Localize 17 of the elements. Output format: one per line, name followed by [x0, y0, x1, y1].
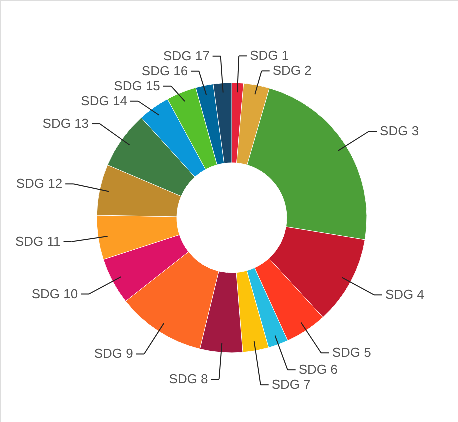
slice-label: SDG 10 [32, 286, 78, 302]
slice-label: SDG 12 [16, 176, 63, 192]
slice-label: SDG 1 [250, 48, 290, 64]
slice-label: SDG 8 [169, 372, 208, 386]
slice-label: SDG 7 [272, 377, 311, 392]
slice-label: SDG 6 [298, 362, 338, 378]
slice-label: SDG 9 [94, 346, 134, 362]
slice-label: SDG 17 [164, 48, 210, 64]
slice-label: SDG 13 [42, 116, 90, 132]
slice-label: SDG 11 [15, 234, 61, 249]
slice-label: SDG 4 [385, 287, 424, 302]
slice-label: SDG 15 [114, 78, 160, 94]
slice-label: SDG 2 [272, 63, 312, 78]
slice-label: SDG 14 [81, 93, 128, 108]
slice-label: SDG 5 [332, 345, 372, 360]
slice-label: SDG 16 [142, 63, 188, 78]
slice-label: SDG 3 [380, 124, 420, 139]
